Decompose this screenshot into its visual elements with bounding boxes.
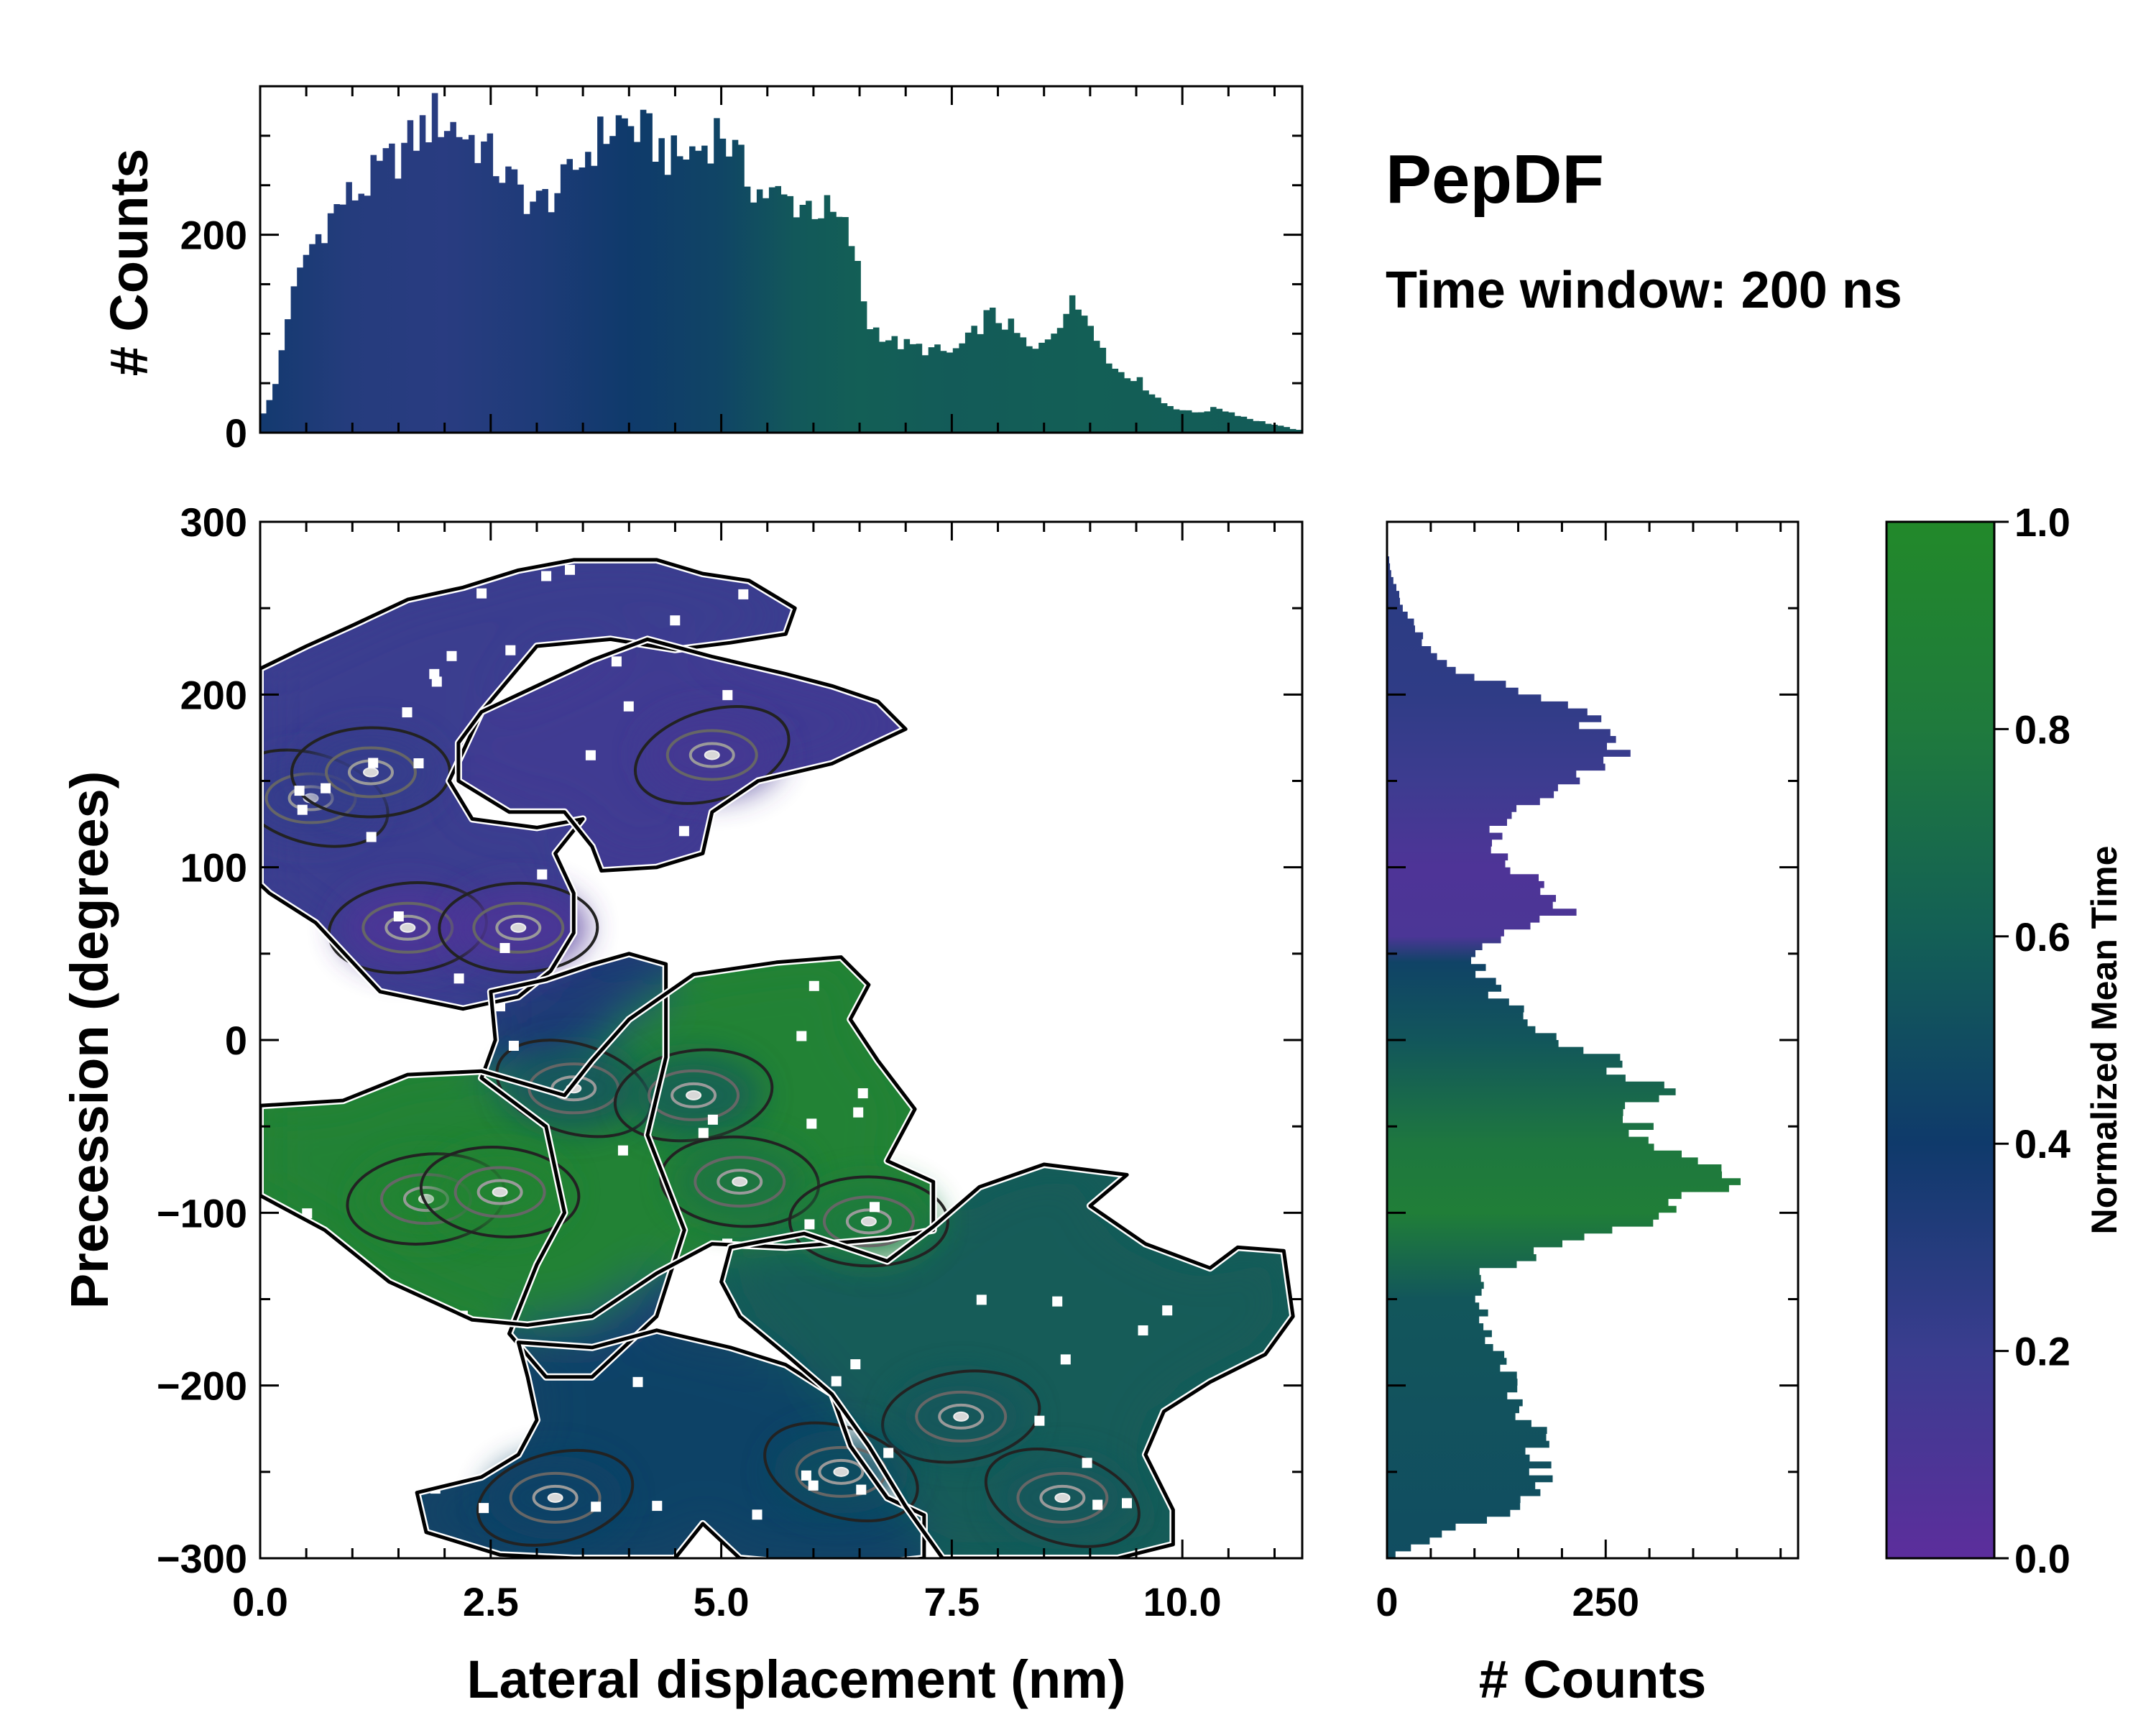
hotspot-3 (438, 881, 599, 974)
right-histogram-xlabel: # Counts (1479, 1650, 1707, 1709)
x-tick-label-0.0: 0.0 (232, 1579, 288, 1624)
right-histogram-frame (1386, 520, 1800, 1560)
colorbar-tick-label-0.2: 0.2 (2014, 1329, 2070, 1374)
hotspot-8 (419, 1146, 581, 1238)
hotspot-4 (633, 705, 791, 805)
region-outline-central-blue-band (479, 952, 686, 1379)
colorbar-tick-label-0.4: 0.4 (2014, 1121, 2070, 1167)
y-tick-label-0: 0 (225, 1018, 247, 1063)
x-tick-label-2.5: 2.5 (463, 1579, 519, 1624)
y-tick-label-300: 300 (180, 500, 247, 545)
main-ylabel: Precession (degrees) (60, 771, 119, 1310)
colorbar-tick-label-0.8: 0.8 (2014, 707, 2070, 752)
right-x-tick-label-250: 250 (1572, 1579, 1639, 1624)
region-outline-lower-right-lobe (719, 1162, 1295, 1558)
x-tick-label-10.0: 10.0 (1143, 1579, 1222, 1624)
x-tick-label-5.0: 5.0 (694, 1579, 750, 1624)
colorbar-gradient (1885, 520, 1996, 1560)
hotspot-11 (881, 1369, 1041, 1464)
hotspot-1 (290, 726, 451, 819)
hotspot-12 (984, 1448, 1141, 1548)
top-histogram: 0 200 # Counts (99, 85, 1304, 456)
top-histogram-ylabel: # Counts (99, 149, 159, 377)
y-tick-label-−200: −200 (157, 1363, 247, 1409)
region-outline-upper-right-lobe (456, 637, 908, 873)
x-tick-label-7.5: 7.5 (923, 1579, 980, 1624)
colorbar-label: Normalized Mean Time (2084, 846, 2124, 1235)
region-outline-lower-blue-lobe (415, 1328, 926, 1558)
main-heatmap-frame (259, 520, 1304, 1560)
heatmap-outlines (260, 556, 1297, 1558)
right-histogram-bars (1387, 522, 1741, 1558)
y-tick-label-100: 100 (180, 845, 247, 891)
chart-subtitle: Time window: 200 ns (1386, 262, 1902, 319)
hotspot-14 (476, 1448, 635, 1547)
colorbar-tick-label-0.6: 0.6 (2014, 914, 2070, 960)
top-y-tick-label-0: 0 (225, 410, 247, 456)
colorbar-tick-label-0.0: 0.0 (2014, 1536, 2070, 1581)
right-histogram: 0 250 # Counts (1376, 520, 1800, 1709)
top-histogram-frame (259, 85, 1304, 434)
colorbar-ticks: 1.0 0.8 0.6 0.4 0.2 0.0 (1994, 500, 2070, 1581)
top-histogram-bars (260, 93, 1302, 433)
right-x-tick-label-0: 0 (1376, 1579, 1398, 1624)
main-heatmap: 0.0 2.5 5.0 7.5 10.0 300 200 100 0 −100 −200 −300 L… (60, 500, 1304, 1709)
y-tick-label-−300: −300 (157, 1536, 247, 1581)
top-y-tick-label-200: 200 (180, 213, 247, 258)
colorbar: 1.0 0.8 0.6 0.4 0.2 0.0 Normalized Mean Time (1885, 500, 2124, 1581)
main-xlabel: Lateral displacement (nm) (466, 1650, 1125, 1709)
heatmap-color-field (260, 559, 1294, 1558)
colorbar-tick-label-1.0: 1.0 (2014, 500, 2070, 545)
chart-title: PepDF (1386, 141, 1604, 218)
region-outline-green-lobe (260, 955, 936, 1327)
region-outline-upper-left-lobe (260, 558, 797, 1011)
y-tick-label-200: 200 (180, 672, 247, 717)
y-tick-label-−100: −100 (157, 1190, 247, 1236)
